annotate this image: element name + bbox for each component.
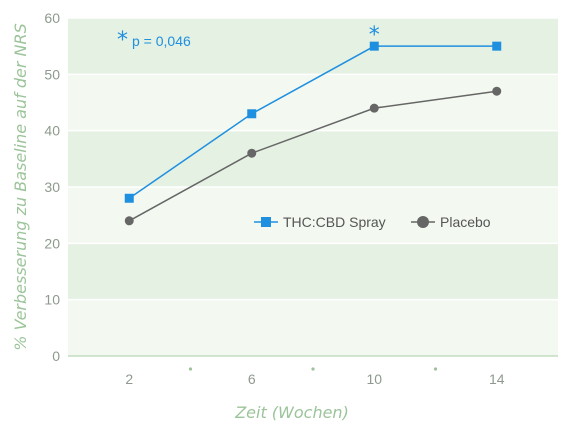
legend-label-thc-cbd: THC:CBD Spray	[283, 214, 386, 230]
x-minor-tick	[433, 367, 438, 371]
y-tick-label: 10	[44, 292, 60, 308]
band	[68, 187, 558, 244]
data-point	[247, 148, 257, 158]
data-point	[492, 86, 502, 96]
data-point	[369, 103, 379, 113]
annotation-star: *	[117, 28, 128, 53]
data-point	[124, 193, 134, 203]
y-tick-labels: 0 10 20 30 40 50 60	[44, 10, 60, 364]
x-axis-title: Zeit (Wochen)	[234, 403, 349, 422]
data-point	[124, 216, 134, 226]
data-point	[247, 109, 257, 119]
x-tick-label: 6	[248, 371, 256, 387]
x-minor-tick	[188, 367, 193, 371]
band	[68, 130, 558, 187]
x-minor-tick	[311, 367, 315, 371]
series-line-1	[128, 90, 497, 222]
y-tick-label: 20	[44, 235, 60, 251]
series-group: *	[124, 23, 502, 226]
annotation-text: p = 0,046	[132, 33, 191, 49]
y-tick-label: 50	[44, 66, 60, 82]
x-tick-label: 10	[366, 371, 382, 387]
legend: THC:CBD Spray Placebo	[254, 214, 491, 230]
band	[68, 243, 558, 300]
x-tick-labels: 2 6 10 14	[125, 367, 505, 387]
legend-marker-placebo	[417, 216, 429, 228]
x-tick-label: 2	[125, 371, 133, 387]
legend-item-thc-cbd: THC:CBD Spray	[254, 214, 386, 230]
data-point	[492, 41, 502, 51]
significance-star: *	[369, 23, 380, 48]
y-tick-label: 40	[44, 123, 60, 139]
band	[68, 74, 558, 131]
y-tick-label: 30	[44, 179, 60, 195]
band	[68, 299, 558, 356]
legend-label-placebo: Placebo	[440, 214, 491, 230]
y-tick-label: 0	[52, 348, 60, 364]
legend-item-placebo: Placebo	[411, 214, 491, 230]
series-line-0	[128, 45, 497, 199]
annotation: * p = 0,046	[117, 28, 191, 53]
x-tick-label: 14	[489, 371, 505, 387]
y-tick-label: 60	[44, 10, 60, 26]
y-axis-title: % Verbesserung zu Baseline auf der NRS	[11, 23, 30, 350]
legend-marker-thc-cbd	[261, 217, 271, 227]
data-point	[369, 41, 379, 51]
